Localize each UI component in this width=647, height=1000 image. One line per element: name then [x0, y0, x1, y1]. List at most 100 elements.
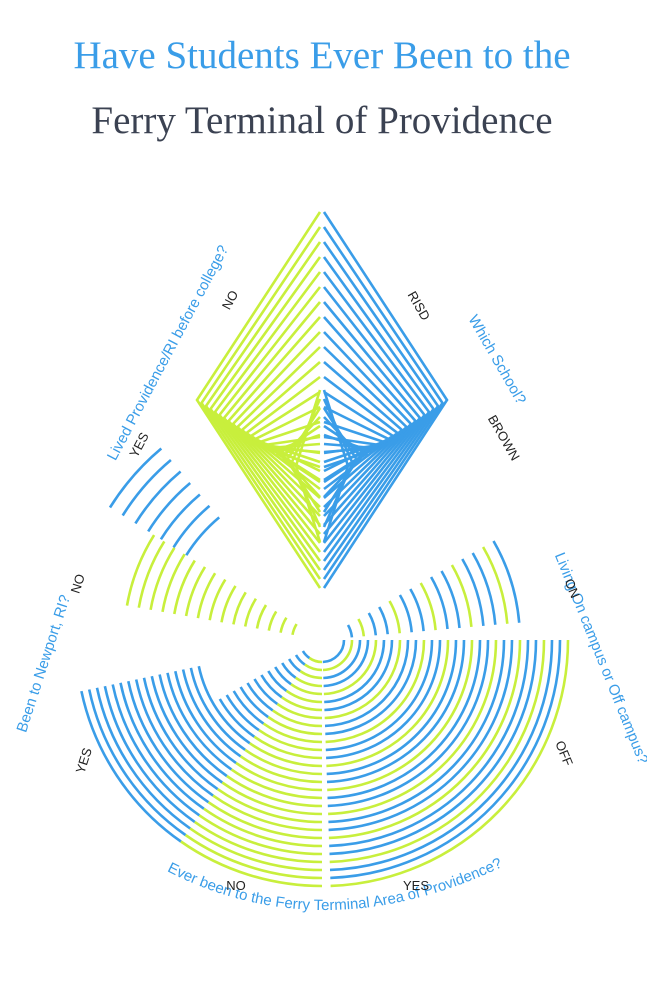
- question-label-path: Ever been to the Ferry Terminal Area of …: [165, 855, 505, 914]
- arc-line: [326, 639, 458, 776]
- question-label: Which School?: [465, 312, 530, 407]
- arc-line: [127, 680, 210, 804]
- arc-line: [281, 662, 297, 679]
- arc-line: [189, 667, 246, 751]
- arc-line: [291, 623, 298, 636]
- arc-line: [271, 709, 323, 728]
- arc-line: [304, 663, 323, 672]
- arc-line: [450, 564, 473, 628]
- arc-line: [111, 684, 201, 817]
- arc-line: [329, 639, 538, 856]
- arc-line: [230, 768, 323, 800]
- arc-line: [193, 820, 323, 864]
- arc-line: [323, 639, 378, 696]
- arc-line: [327, 639, 490, 808]
- arc-line: [262, 722, 323, 744]
- question-label: Been to Newport, RI?: [13, 593, 73, 735]
- arc-line: [274, 666, 292, 686]
- chevron-line: [322, 241, 440, 571]
- arc-line: [419, 582, 437, 631]
- arc-line: [299, 670, 323, 680]
- arc-line: [258, 729, 323, 752]
- arc-line: [329, 639, 530, 848]
- answer-label: YES: [73, 746, 95, 776]
- arc-line: [142, 677, 219, 791]
- chevron-line: [322, 286, 427, 544]
- arc-line: [218, 698, 256, 738]
- arc-line: [253, 678, 279, 705]
- chevron-line: [323, 316, 418, 526]
- arc-line: [212, 794, 323, 832]
- chevron-line: [240, 361, 321, 499]
- arc-line: [125, 534, 156, 606]
- title-line-2: Ferry Terminal of Providence: [91, 99, 552, 142]
- answer-label: RISD: [405, 289, 434, 323]
- arc-line: [326, 639, 466, 784]
- arc-line: [243, 598, 258, 627]
- arc-line: [174, 670, 237, 764]
- arc-line: [329, 639, 554, 872]
- arc-line: [327, 639, 474, 792]
- arc-line: [325, 639, 426, 744]
- arc-line: [137, 540, 166, 608]
- arc-line: [267, 670, 288, 692]
- arc-line: [196, 572, 217, 619]
- arc-line: [225, 694, 260, 732]
- arc-line: [276, 702, 323, 720]
- arc-line: [409, 588, 425, 632]
- arc-line: [346, 624, 354, 638]
- arc-line: [294, 654, 306, 666]
- arc-line: [103, 685, 196, 823]
- arc-line: [150, 675, 223, 784]
- chevron-line: [195, 211, 322, 589]
- arc-line: [235, 761, 323, 792]
- chevron-line: [213, 271, 322, 553]
- arc-line: [244, 748, 323, 776]
- arc-line: [159, 493, 201, 540]
- arc-line: [260, 674, 283, 699]
- answer-label: YES: [403, 878, 429, 893]
- arc-line: [367, 612, 378, 636]
- arc-line: [239, 686, 269, 719]
- arc-line: [328, 639, 506, 824]
- arc-line: [388, 600, 401, 634]
- chevron-line: [322, 211, 449, 589]
- arc-line: [329, 639, 546, 864]
- arc-line: [173, 559, 196, 615]
- arc-line: [226, 774, 323, 808]
- arc-line: [197, 665, 251, 745]
- arc-line: [492, 540, 521, 623]
- arc-line: [172, 504, 211, 548]
- arc-line: [239, 755, 323, 784]
- arc-line: [398, 594, 413, 633]
- arc-line: [134, 470, 182, 525]
- chevron-line: [322, 256, 436, 562]
- title-line-1: Have Students Ever Been to the: [73, 34, 570, 77]
- arc-line: [281, 696, 323, 712]
- arc-line: [220, 585, 237, 623]
- arc-line: [461, 558, 485, 627]
- chevron-line: [208, 256, 322, 562]
- arc-line: [324, 639, 386, 704]
- answer-label: ON: [562, 576, 583, 600]
- arc-line: [429, 576, 449, 630]
- arc-line: [221, 781, 323, 816]
- artwork: [80, 211, 570, 888]
- arc-line: [232, 591, 247, 625]
- arc-line: [184, 833, 323, 880]
- arc-line: [161, 553, 186, 613]
- arc-line: [149, 547, 176, 611]
- arc-line: [440, 570, 461, 629]
- arc-line: [248, 742, 323, 768]
- arc-line: [328, 639, 522, 840]
- question-label: Lived Providence/RI before college?: [104, 243, 232, 464]
- chevron-line: [323, 331, 413, 517]
- arc-line: [198, 814, 323, 856]
- arc-line: [207, 801, 323, 840]
- arc-line: [180, 840, 323, 888]
- arc-line: [95, 687, 191, 830]
- arc-line: [287, 658, 301, 673]
- arc-line: [330, 639, 570, 888]
- arc-line: [253, 735, 323, 760]
